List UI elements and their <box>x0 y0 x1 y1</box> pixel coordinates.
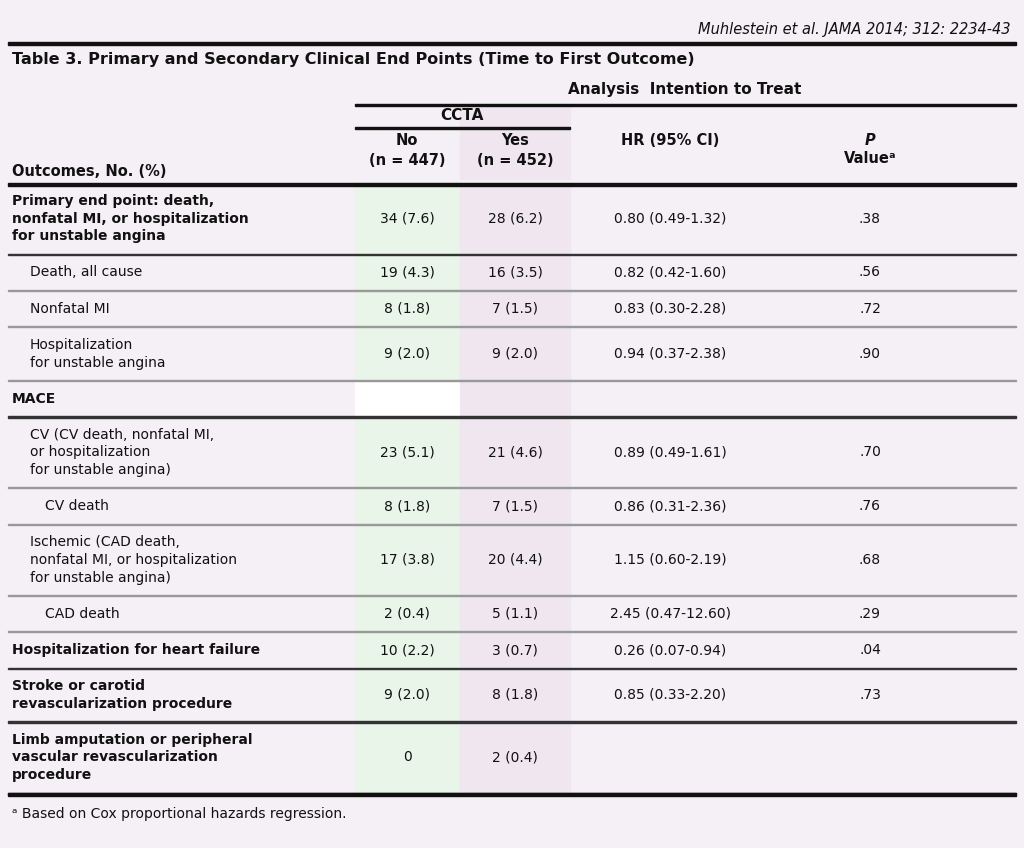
Text: .70: .70 <box>859 445 881 460</box>
Text: 2.45 (0.47-12.60): 2.45 (0.47-12.60) <box>609 606 730 621</box>
Text: Valueᵃ: Valueᵃ <box>844 151 896 166</box>
Bar <box>8 416 1016 418</box>
Text: .04: .04 <box>859 643 881 657</box>
Bar <box>460 416 570 488</box>
Text: Stroke or carotid
revascularization procedure: Stroke or carotid revascularization proc… <box>12 679 232 711</box>
Text: .76: .76 <box>859 499 881 513</box>
Text: Primary end point: death,
nonfatal MI, or hospitalization
for unstable angina: Primary end point: death, nonfatal MI, o… <box>12 194 249 243</box>
Bar <box>460 722 570 793</box>
Text: 17 (3.8): 17 (3.8) <box>380 553 434 567</box>
Bar <box>8 254 1016 255</box>
Text: Analysis  Intention to Treat: Analysis Intention to Treat <box>568 82 802 97</box>
Bar <box>8 667 1016 669</box>
Text: Outcomes, No. (%): Outcomes, No. (%) <box>12 164 167 179</box>
Text: Yes
(n = 452): Yes (n = 452) <box>477 133 553 168</box>
Text: .73: .73 <box>859 688 881 702</box>
Text: 0.83 (0.30-2.28): 0.83 (0.30-2.28) <box>613 302 726 315</box>
Text: .38: .38 <box>859 212 881 226</box>
Bar <box>355 668 460 722</box>
Text: Muhlestein et al. JAMA 2014; 312: 2234-43: Muhlestein et al. JAMA 2014; 312: 2234-4… <box>697 22 1010 37</box>
Bar <box>460 524 570 595</box>
Bar <box>355 127 570 129</box>
Text: 0.94 (0.37-2.38): 0.94 (0.37-2.38) <box>613 347 726 360</box>
Bar <box>355 183 460 254</box>
Text: .68: .68 <box>859 553 881 567</box>
Text: 8 (1.8): 8 (1.8) <box>384 499 430 513</box>
Text: 1.15 (0.60-2.19): 1.15 (0.60-2.19) <box>613 553 726 567</box>
Text: 7 (1.5): 7 (1.5) <box>492 302 538 315</box>
Bar <box>355 632 460 668</box>
Bar <box>355 488 460 524</box>
Text: .29: .29 <box>859 606 881 621</box>
Text: 9 (2.0): 9 (2.0) <box>492 347 538 360</box>
Text: MACE: MACE <box>12 392 56 405</box>
Text: 0.82 (0.42-1.60): 0.82 (0.42-1.60) <box>613 265 726 279</box>
Text: 9 (2.0): 9 (2.0) <box>384 347 430 360</box>
Text: 21 (4.6): 21 (4.6) <box>487 445 543 460</box>
Text: CV death: CV death <box>45 499 109 513</box>
Bar <box>355 381 460 416</box>
Text: .72: .72 <box>859 302 881 315</box>
Text: 10 (2.2): 10 (2.2) <box>380 643 434 657</box>
Text: 5 (1.1): 5 (1.1) <box>492 606 538 621</box>
Text: 0: 0 <box>402 750 412 764</box>
Bar <box>355 595 460 632</box>
Text: ᵃ Based on Cox proportional hazards regression.: ᵃ Based on Cox proportional hazards regr… <box>12 807 346 821</box>
Bar <box>460 668 570 722</box>
Bar <box>355 722 460 793</box>
Bar <box>460 183 570 254</box>
Text: CV (CV death, nonfatal MI,
or hospitalization
for unstable angina): CV (CV death, nonfatal MI, or hospitaliz… <box>30 427 214 477</box>
Text: Nonfatal MI: Nonfatal MI <box>30 302 110 315</box>
Text: CCTA: CCTA <box>440 108 483 123</box>
Bar <box>460 632 570 668</box>
Text: 19 (4.3): 19 (4.3) <box>380 265 434 279</box>
Text: Death, all cause: Death, all cause <box>30 265 142 279</box>
Bar <box>8 42 1016 45</box>
Bar <box>460 595 570 632</box>
Text: 3 (0.7): 3 (0.7) <box>493 643 538 657</box>
Bar <box>460 326 570 381</box>
Text: 20 (4.4): 20 (4.4) <box>487 553 543 567</box>
Text: 0.80 (0.49-1.32): 0.80 (0.49-1.32) <box>613 212 726 226</box>
Bar <box>460 104 570 179</box>
Text: CAD death: CAD death <box>45 606 120 621</box>
Text: 23 (5.1): 23 (5.1) <box>380 445 434 460</box>
Text: 8 (1.8): 8 (1.8) <box>384 302 430 315</box>
Bar <box>355 104 1016 105</box>
Text: 0.85 (0.33-2.20): 0.85 (0.33-2.20) <box>614 688 726 702</box>
Text: Limb amputation or peripheral
vascular revascularization
procedure: Limb amputation or peripheral vascular r… <box>12 733 253 782</box>
Text: Hospitalization
for unstable angina: Hospitalization for unstable angina <box>30 338 166 370</box>
Text: 34 (7.6): 34 (7.6) <box>380 212 434 226</box>
Bar <box>355 254 460 291</box>
Text: 0.89 (0.49-1.61): 0.89 (0.49-1.61) <box>613 445 726 460</box>
Text: 28 (6.2): 28 (6.2) <box>487 212 543 226</box>
Text: No
(n = 447): No (n = 447) <box>369 133 445 168</box>
Bar <box>8 183 1016 186</box>
Text: HR (95% CI): HR (95% CI) <box>621 133 719 148</box>
Bar <box>355 524 460 595</box>
Text: 2 (0.4): 2 (0.4) <box>384 606 430 621</box>
Bar <box>460 291 570 326</box>
Bar <box>355 326 460 381</box>
Bar <box>460 488 570 524</box>
Text: P: P <box>864 133 876 148</box>
Text: 16 (3.5): 16 (3.5) <box>487 265 543 279</box>
Text: Ischemic (CAD death,
nonfatal MI, or hospitalization
for unstable angina): Ischemic (CAD death, nonfatal MI, or hos… <box>30 535 237 585</box>
Text: .90: .90 <box>859 347 881 360</box>
Bar <box>460 381 570 416</box>
Bar <box>8 793 1016 795</box>
Text: 8 (1.8): 8 (1.8) <box>492 688 539 702</box>
Text: 0.86 (0.31-2.36): 0.86 (0.31-2.36) <box>613 499 726 513</box>
Bar <box>8 793 1016 794</box>
Text: .56: .56 <box>859 265 881 279</box>
Text: 2 (0.4): 2 (0.4) <box>493 750 538 764</box>
Text: 9 (2.0): 9 (2.0) <box>384 688 430 702</box>
Text: 7 (1.5): 7 (1.5) <box>492 499 538 513</box>
Text: 0.26 (0.07-0.94): 0.26 (0.07-0.94) <box>613 643 726 657</box>
Bar <box>460 254 570 291</box>
Text: Table 3. Primary and Secondary Clinical End Points (Time to First Outcome): Table 3. Primary and Secondary Clinical … <box>12 52 694 67</box>
Text: Hospitalization for heart failure: Hospitalization for heart failure <box>12 643 260 657</box>
Bar <box>355 416 460 488</box>
Bar <box>355 291 460 326</box>
